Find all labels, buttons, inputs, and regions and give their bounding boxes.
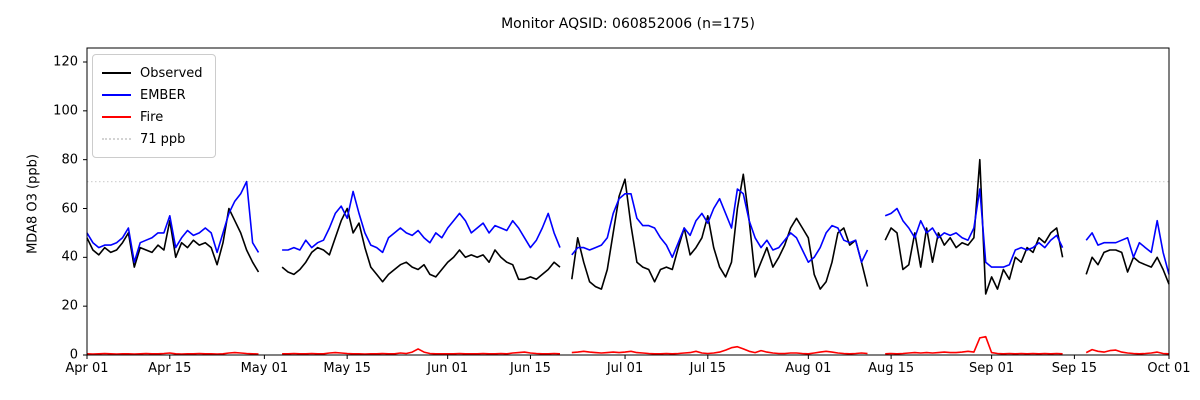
legend-label: Fire xyxy=(140,109,164,125)
series-line-fire xyxy=(282,348,561,355)
x-tick-label: Sep 01 xyxy=(969,361,1015,376)
legend-line-sample xyxy=(102,116,131,118)
legend: Observed EMBER Fire 71 ppb xyxy=(92,54,216,158)
y-tick-label: 100 xyxy=(53,103,78,119)
legend-label: 71 ppb xyxy=(140,131,186,147)
axes-box xyxy=(86,47,1170,356)
y-tick-label: 120 xyxy=(53,54,78,70)
x-tick-label: Jun 15 xyxy=(509,361,551,376)
x-tick-label: Aug 15 xyxy=(868,361,915,376)
x-tick-label: Apr 01 xyxy=(65,361,109,376)
series-line-ember xyxy=(571,188,869,264)
y-tick-label: 60 xyxy=(61,201,78,216)
x-tick-label: Apr 15 xyxy=(148,361,192,376)
series-line-ember xyxy=(282,190,561,254)
legend-item-fire: Fire xyxy=(102,106,203,128)
series-line-observed xyxy=(281,207,561,283)
x-tick-label: May 15 xyxy=(323,361,371,376)
legend-item-ember: EMBER xyxy=(102,84,203,106)
x-tick-label: Jul 01 xyxy=(606,361,644,376)
series-line-observed xyxy=(571,173,869,290)
legend-line-sample xyxy=(102,94,131,96)
chart-title: Monitor AQSID: 060852006 (n=175) xyxy=(501,16,755,32)
legend-item-observed: Observed xyxy=(102,62,203,84)
x-tick-label: Jun 01 xyxy=(427,361,469,376)
y-tick-label: 0 xyxy=(69,347,78,363)
x-tick-label: May 01 xyxy=(240,361,289,376)
series-line-fire xyxy=(1085,348,1170,355)
series-line-observed xyxy=(884,158,1064,295)
y-tick-label: 40 xyxy=(61,249,78,265)
legend-label: Observed xyxy=(140,65,203,81)
y-tick-label: 80 xyxy=(61,152,78,168)
legend-item-71-ppb: 71 ppb xyxy=(102,128,203,150)
series-line-observed xyxy=(86,207,260,273)
series-line-fire xyxy=(571,345,868,355)
y-tick-label: 20 xyxy=(61,298,78,314)
legend-line-sample xyxy=(102,72,131,74)
series-line-observed xyxy=(1085,249,1170,285)
x-tick-label: Sep 15 xyxy=(1051,361,1097,376)
legend-line-sample xyxy=(102,138,131,140)
series-line-ember xyxy=(1085,219,1170,275)
x-tick-label: Oct 01 xyxy=(1147,361,1191,376)
x-tick-label: Aug 01 xyxy=(785,361,832,376)
series-line-ember xyxy=(86,180,260,264)
series-line-fire xyxy=(885,335,1063,355)
series-line-ember xyxy=(884,188,1064,268)
x-tick-label: Jul 15 xyxy=(689,361,726,376)
series-line-fire xyxy=(86,351,259,355)
legend-label: EMBER xyxy=(140,87,186,103)
